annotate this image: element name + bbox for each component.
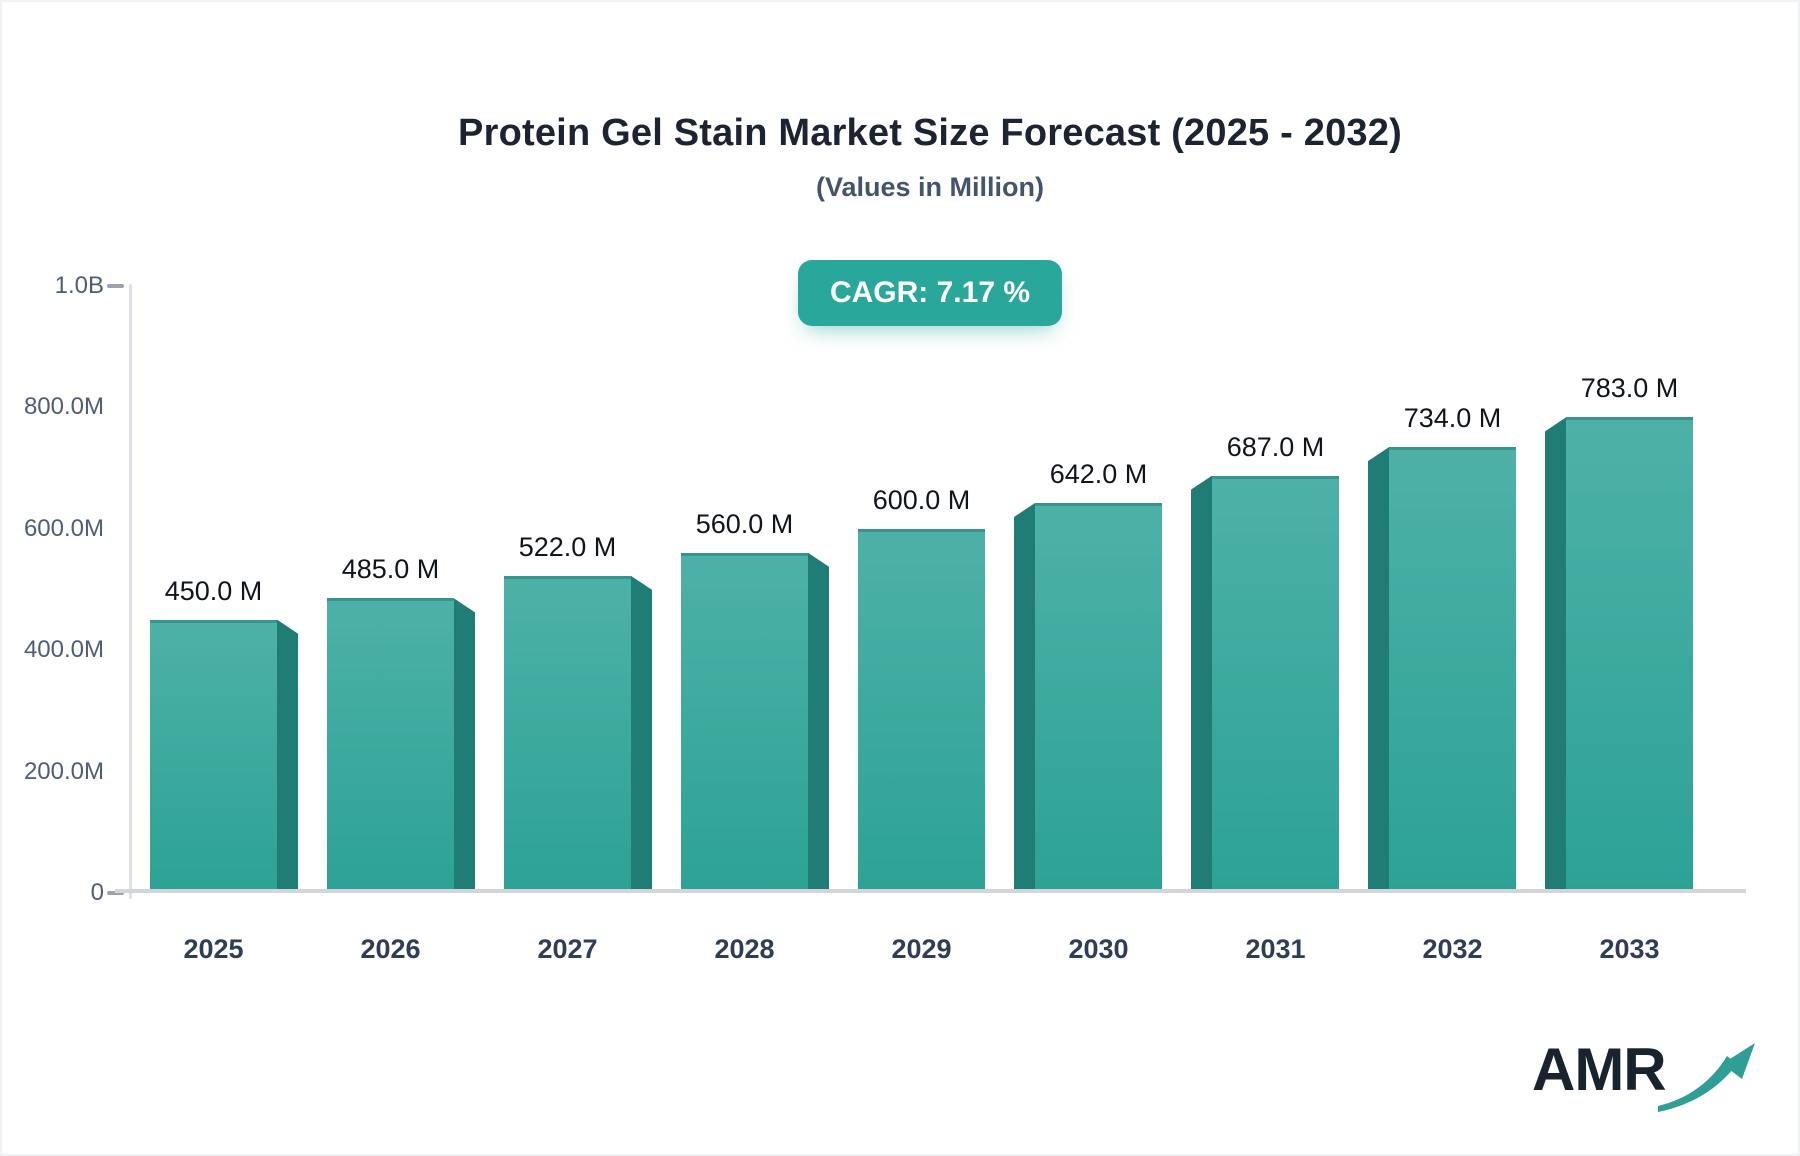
bar-side-face — [808, 552, 829, 893]
bar-side-face — [277, 619, 298, 893]
x-axis-label-2030: 2030 — [1068, 934, 1129, 964]
growth-arrow-icon — [1657, 1043, 1755, 1112]
x-axis-label-2028: 2028 — [714, 934, 775, 964]
bar-side-face — [1368, 447, 1389, 893]
amr-logo-text: AMR — [1532, 1036, 1667, 1103]
chart-subtitle: (Values in Million) — [815, 172, 1045, 202]
bar-value-label: 642.0 M — [1049, 458, 1148, 489]
bar-value-label: 485.0 M — [341, 554, 440, 585]
bar-value-label: 522.0 M — [518, 531, 617, 562]
bar-side-face — [1191, 475, 1212, 893]
y-axis-tick-label: 400.0M — [23, 636, 104, 663]
bar-2025 — [150, 619, 277, 893]
y-axis-tick-label: 600.0M — [23, 514, 104, 542]
x-axis-label-2029: 2029 — [891, 934, 952, 964]
bar-2026 — [327, 598, 454, 893]
x-axis-label-2026: 2026 — [360, 934, 421, 964]
y-axis-tick-label: 200.0M — [23, 757, 104, 785]
bar-2032 — [1389, 447, 1516, 893]
bar-2027 — [504, 575, 631, 893]
bar-value-label: 734.0 M — [1403, 403, 1502, 434]
bar-2029 — [858, 528, 985, 893]
bar-2030 — [1035, 502, 1162, 893]
y-axis-tick-mark — [107, 891, 124, 895]
bar-2028 — [681, 552, 808, 893]
x-axis-baseline — [115, 889, 1746, 893]
cagr-badge: CAGR: 7.17 % — [797, 260, 1063, 326]
x-axis-label-2025: 2025 — [183, 934, 244, 964]
bar-side-face — [454, 598, 475, 893]
y-axis-tick-label: 800.0M — [23, 393, 104, 420]
y-axis-tick-label: 0 — [90, 879, 104, 906]
bar-value-label: 687.0 M — [1226, 431, 1325, 462]
x-axis-label-2027: 2027 — [537, 934, 598, 964]
bar-value-label: 600.0 M — [872, 484, 971, 515]
x-axis-label-2033: 2033 — [1599, 934, 1660, 964]
bar-value-label: 450.0 M — [164, 575, 263, 606]
bar-2033 — [1566, 417, 1693, 893]
x-axis-label-2032: 2032 — [1422, 934, 1483, 964]
x-axis-label-2031: 2031 — [1245, 934, 1306, 964]
bar-value-label: 560.0 M — [695, 508, 794, 539]
y-axis-tick-mark — [107, 283, 124, 288]
amr-logo: AMR — [1532, 1038, 1758, 1116]
bar-2031 — [1212, 475, 1339, 893]
bar-side-face — [631, 575, 652, 893]
chart-title: Protein Gel Stain Market Size Forecast (… — [458, 112, 1402, 154]
y-axis-tick-label: 1.0B — [54, 271, 104, 299]
bar-side-face — [1545, 417, 1566, 893]
y-axis-line — [129, 284, 132, 899]
bar-side-face — [1014, 502, 1035, 893]
bar-value-label: 783.0 M — [1580, 373, 1679, 404]
